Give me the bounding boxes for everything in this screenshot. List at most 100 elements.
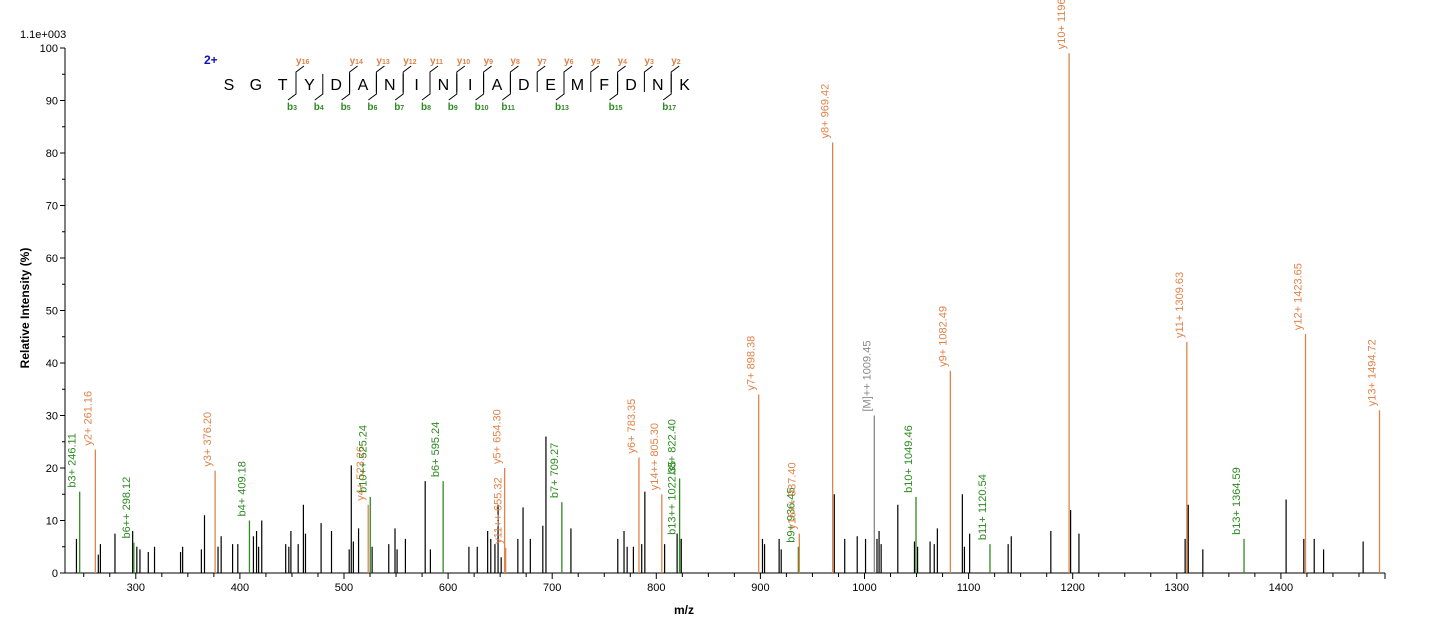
axes-group: 0 10 20 30 40 50 60 70 80 90 100 300 400 500 600 700 800… (40, 43, 1386, 594)
x-tick-label: 800 (647, 582, 665, 594)
y-ion-label: y7 (537, 56, 547, 67)
b-ion-bracket (662, 74, 672, 101)
sequence-residue: I (414, 77, 418, 94)
y-ion-label: y6 (564, 56, 574, 67)
x-tick-label: 1200 (1060, 582, 1084, 594)
y-ion-label: y16 (296, 56, 309, 67)
sequence-residue: K (679, 77, 690, 94)
peak-annotation: b11+ 1120.54 (977, 474, 989, 540)
peak-annotation: y6+ 783.35 (626, 399, 638, 454)
sequence-residue: D (330, 77, 342, 94)
y-ion-bracket (643, 65, 653, 92)
sequence-residue: N (652, 77, 664, 94)
peak-annotation: y10+ 1196.54 (1056, 0, 1068, 49)
b-ion-label: b13 (555, 102, 569, 113)
x-tick-label: 500 (335, 582, 353, 594)
peak-annotation: b10+ 1049.46 (903, 425, 915, 493)
y-ion-label: y4 (618, 56, 628, 67)
y-axis-title: Relative Intensity (%) (18, 248, 32, 369)
sequence-residue: G (250, 77, 262, 94)
peak-annotation: y14++ 805.30 (649, 423, 661, 490)
x-tick-label: 400 (231, 582, 249, 594)
b-ion-label: b5 (341, 102, 351, 113)
b-ion-label: b11 (501, 102, 515, 113)
peak-annotation: y2+ 261.16 (82, 391, 94, 446)
intensity-scale-label: 1.1e+003 (20, 29, 66, 41)
sequence-residue: E (545, 77, 556, 94)
y-tick-label: 30 (46, 411, 58, 423)
sequence-residue: S (224, 77, 235, 94)
peak-annotation: y3+ 376.20 (202, 412, 214, 467)
b-ion-label: b3 (287, 102, 297, 113)
b-ion-bracket (448, 74, 458, 101)
y-tick-label: 50 (46, 306, 58, 318)
b-ion-bracket (341, 74, 351, 101)
y-ion-label: y3 (644, 56, 654, 67)
peak-annotation: b6+ 595.24 (430, 422, 442, 477)
y-tick-label: 70 (46, 201, 58, 213)
x-tick-label: 900 (751, 582, 769, 594)
b-ion-bracket (368, 74, 377, 101)
b-ion-label: b8 (421, 102, 431, 113)
peak-annotation: y4+ 523.26 (355, 446, 367, 501)
y-tick-label: 60 (46, 253, 58, 265)
peaks-group (75, 53, 1381, 573)
sequence-residue: A (358, 77, 369, 94)
y-ion-label: y12 (403, 56, 416, 67)
y-tick-label: 90 (46, 96, 58, 108)
b-ion-bracket (421, 74, 431, 101)
b-ion-label: b4 (314, 102, 324, 113)
b-ion-bracket (475, 74, 485, 101)
peak-annotation: y11+ 1309.63 (1174, 272, 1186, 338)
y-tick-label: 10 (46, 516, 58, 528)
sequence-residue: T (278, 77, 288, 94)
peak-annotation: y12+ 1423.65 (1293, 263, 1305, 330)
peak-annotation: y5+ 654.30 (492, 409, 504, 464)
y-tick-label: 0 (52, 568, 58, 580)
b-ion-label: b10 (475, 102, 489, 113)
x-tick-label: 1300 (1165, 582, 1189, 594)
peak-annotation: b3+ 246.11 (67, 433, 79, 488)
x-tick-label: 1000 (852, 582, 876, 594)
y-tick-label: 80 (46, 148, 58, 160)
b-ion-label: b9 (448, 102, 458, 113)
y-ion-bracket (590, 65, 600, 92)
y-tick-label: 100 (40, 43, 58, 55)
x-tick-label: 1100 (957, 582, 981, 594)
y-ion-label: y5 (591, 56, 601, 67)
b-ion-bracket (502, 74, 511, 101)
b-ion-bracket (287, 74, 297, 101)
peak-annotation: b4+ 409.18 (236, 461, 248, 516)
peak-annotation: y11++ 655.32 (493, 477, 505, 543)
peak-annotation: y7+ 898.38 (746, 336, 758, 391)
sequence-residue: A (492, 77, 503, 94)
peak-annotation: b6++ 298.12 (121, 477, 133, 539)
sequence-residue: F (599, 77, 609, 94)
y-ion-bracket (536, 65, 546, 92)
x-tick-label: 700 (543, 582, 561, 594)
peak-annotation: y16++ 937.40 (786, 462, 798, 529)
peak-annotation: b7+ 709.27 (549, 443, 561, 498)
sequence-residue: N (384, 77, 396, 94)
sequence-residue: M (571, 77, 584, 94)
peak-annotation: y8+ 969.42 (820, 84, 832, 139)
y-tick-label: 40 (46, 358, 58, 370)
peak-annotation: b9+ 936.45 (785, 487, 797, 542)
y-ion-label: y10 (457, 56, 470, 67)
b-ion-bracket (555, 74, 565, 101)
y-ion-label: y11 (430, 56, 443, 67)
peak-annotation: b13++ 1022.35 (667, 461, 679, 535)
charge-state-label: 2+ (204, 53, 218, 67)
y-ion-label: y13 (376, 56, 389, 67)
peak-annotation: y13+ 1494.72 (1367, 339, 1379, 406)
x-tick-label: 1400 (1269, 582, 1293, 594)
y-ion-label: y9 (484, 56, 494, 67)
b-ion-label: b7 (394, 102, 404, 113)
y-ion-label: y14 (350, 56, 363, 67)
peak-annotation: y9+ 1082.49 (937, 306, 949, 367)
b-ion-bracket (314, 74, 324, 101)
b-ion-label: b17 (662, 102, 676, 113)
